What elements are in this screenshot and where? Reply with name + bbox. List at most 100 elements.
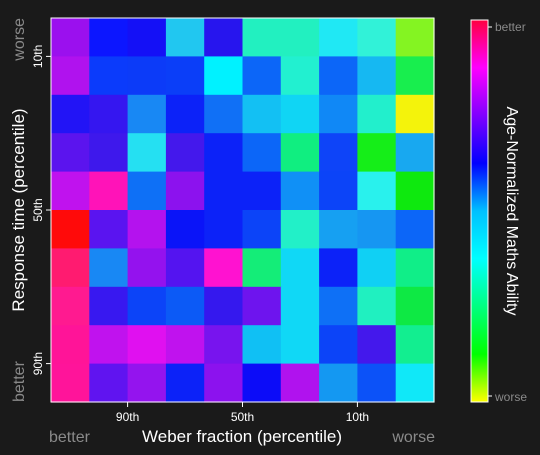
heatmap-cell-r5-c9 (395, 210, 435, 249)
heatmap-cell-r4-c1 (89, 171, 129, 211)
heatmap-cell-r6-c6 (280, 248, 320, 288)
heatmap-cell-r5-c4 (204, 210, 244, 249)
heatmap-cell-r5-c8 (357, 210, 397, 249)
x-axis-ticks: 90th 50th 10th (116, 402, 369, 424)
heatmap-cell-r5-c6 (280, 210, 320, 249)
heatmap-cell-r7-c3 (165, 286, 205, 326)
y-end-label-top: worse (11, 18, 28, 62)
heatmap-cell-r8-c0 (51, 325, 90, 365)
heatmap-cell-r7-c0 (51, 286, 90, 326)
y-axis-label: Response time (percentile) (9, 108, 28, 311)
heatmap-cell-r2-c8 (357, 94, 397, 134)
heatmap-cell-r2-c9 (395, 94, 435, 134)
heatmap-cell-r0-c1 (89, 18, 129, 57)
heatmap-cell-r4-c3 (165, 171, 205, 211)
y-tick-label: 50th (31, 198, 45, 221)
heatmap-cell-r8-c6 (280, 325, 320, 365)
heatmap-cell-r4-c4 (204, 171, 244, 211)
heatmap-cell-r3-c4 (204, 133, 244, 173)
x-axis-label: Weber fraction (percentile) (142, 427, 342, 446)
heatmap-cell-r4-c2 (127, 171, 167, 211)
heatmap-cell-r5-c3 (165, 210, 205, 249)
x-tick-label: 90th (116, 410, 139, 424)
heatmap-cell-r9-c2 (127, 363, 167, 403)
heatmap-cell-r5-c5 (242, 210, 282, 249)
heatmap-cell-r8-c8 (357, 325, 397, 365)
x-end-label-left: better (49, 429, 91, 446)
heatmap-cell-r1-c8 (357, 56, 397, 96)
y-end-label-bottom: better (11, 360, 28, 402)
heatmap-cell-r1-c0 (51, 56, 90, 96)
heatmap-cell-r6-c9 (395, 248, 435, 288)
heatmap-cell-r0-c2 (127, 18, 167, 57)
heatmap-cell-r8-c3 (165, 325, 205, 365)
heatmap-cell-r1-c9 (395, 56, 435, 96)
colorbar (470, 19, 489, 403)
y-tick-label: 90th (31, 352, 45, 375)
heatmap-cell-r1-c1 (89, 56, 129, 96)
heatmap-cell-r0-c4 (204, 18, 244, 57)
heatmap-cell-r4-c5 (242, 171, 282, 211)
heatmap-cell-r9-c0 (51, 363, 90, 403)
heatmap-cell-r8-c7 (319, 325, 358, 365)
heatmap-cell-r8-c5 (242, 325, 282, 365)
heatmap-cell-r9-c4 (204, 363, 244, 403)
heatmap-cell-r3-c0 (51, 133, 90, 173)
heatmap-cell-r1-c5 (242, 56, 282, 96)
heatmap-cell-r2-c1 (89, 94, 129, 134)
heatmap-cell-r2-c6 (280, 94, 320, 134)
heatmap-cell-r9-c5 (242, 363, 282, 403)
heatmap-cell-r3-c9 (395, 133, 435, 173)
heatmap-cell-r9-c7 (319, 363, 358, 403)
heatmap-cell-r9-c6 (280, 363, 320, 403)
heatmap-cell-r0-c7 (319, 18, 358, 57)
heatmap-cell-r8-c2 (127, 325, 167, 365)
heatmap-cell-r4-c7 (319, 171, 358, 211)
colorbar-ticks (488, 26, 492, 397)
heatmap-cell-r1-c4 (204, 56, 244, 96)
heatmap-cell-r5-c0 (51, 210, 90, 249)
heatmap-cell-r4-c8 (357, 171, 397, 211)
heatmap-cell-r0-c8 (357, 18, 397, 57)
heatmap-cell-r8-c4 (204, 325, 244, 365)
heatmap-cell-r7-c2 (127, 286, 167, 326)
heatmap-cell-r4-c0 (51, 171, 90, 211)
heatmap-cell-r5-c7 (319, 210, 358, 249)
heatmap-cell-r5-c1 (89, 210, 129, 249)
heatmap-cell-r7-c9 (395, 286, 435, 326)
heatmap-cell-r0-c9 (395, 18, 435, 57)
heatmap-cells (51, 18, 435, 403)
colorbar-title: Age-Normalized Maths Ability (503, 107, 520, 316)
heatmap-cell-r6-c4 (204, 248, 244, 288)
y-axis-ticks: 10th 50th 90th (31, 45, 51, 375)
heatmap-cell-r9-c3 (165, 363, 205, 403)
heatmap-cell-r6-c5 (242, 248, 282, 288)
heatmap-cell-r9-c9 (395, 363, 435, 403)
heatmap-cell-r2-c5 (242, 94, 282, 134)
x-tick-label: 50th (231, 410, 254, 424)
heatmap-cell-r1-c2 (127, 56, 167, 96)
heatmap-cell-r3-c2 (127, 133, 167, 173)
heatmap-cell-r3-c1 (89, 133, 129, 173)
heatmap-cell-r1-c7 (319, 56, 358, 96)
heatmap-cell-r2-c7 (319, 94, 358, 134)
heatmap-cell-r2-c0 (51, 94, 90, 134)
heatmap-cell-r1-c6 (280, 56, 320, 96)
heatmap-cell-r7-c1 (89, 286, 129, 326)
heatmap-cell-r9-c1 (89, 363, 129, 403)
heatmap-cell-r0-c3 (165, 18, 205, 57)
heatmap-cell-r3-c5 (242, 133, 282, 173)
heatmap-cell-r6-c7 (319, 248, 358, 288)
colorbar-bottom-label: worse (494, 390, 527, 404)
heatmap-cell-r0-c6 (280, 18, 320, 57)
heatmap-cell-r6-c3 (165, 248, 205, 288)
heatmap-cell-r7-c7 (319, 286, 358, 326)
y-tick-label: 10th (31, 45, 45, 68)
heatmap-cell-r0-c0 (51, 18, 90, 57)
heatmap-cell-r4-c6 (280, 171, 320, 211)
heatmap-cell-r7-c8 (357, 286, 397, 326)
heatmap-cell-r3-c7 (319, 133, 358, 173)
heatmap-cell-r5-c2 (127, 210, 167, 249)
